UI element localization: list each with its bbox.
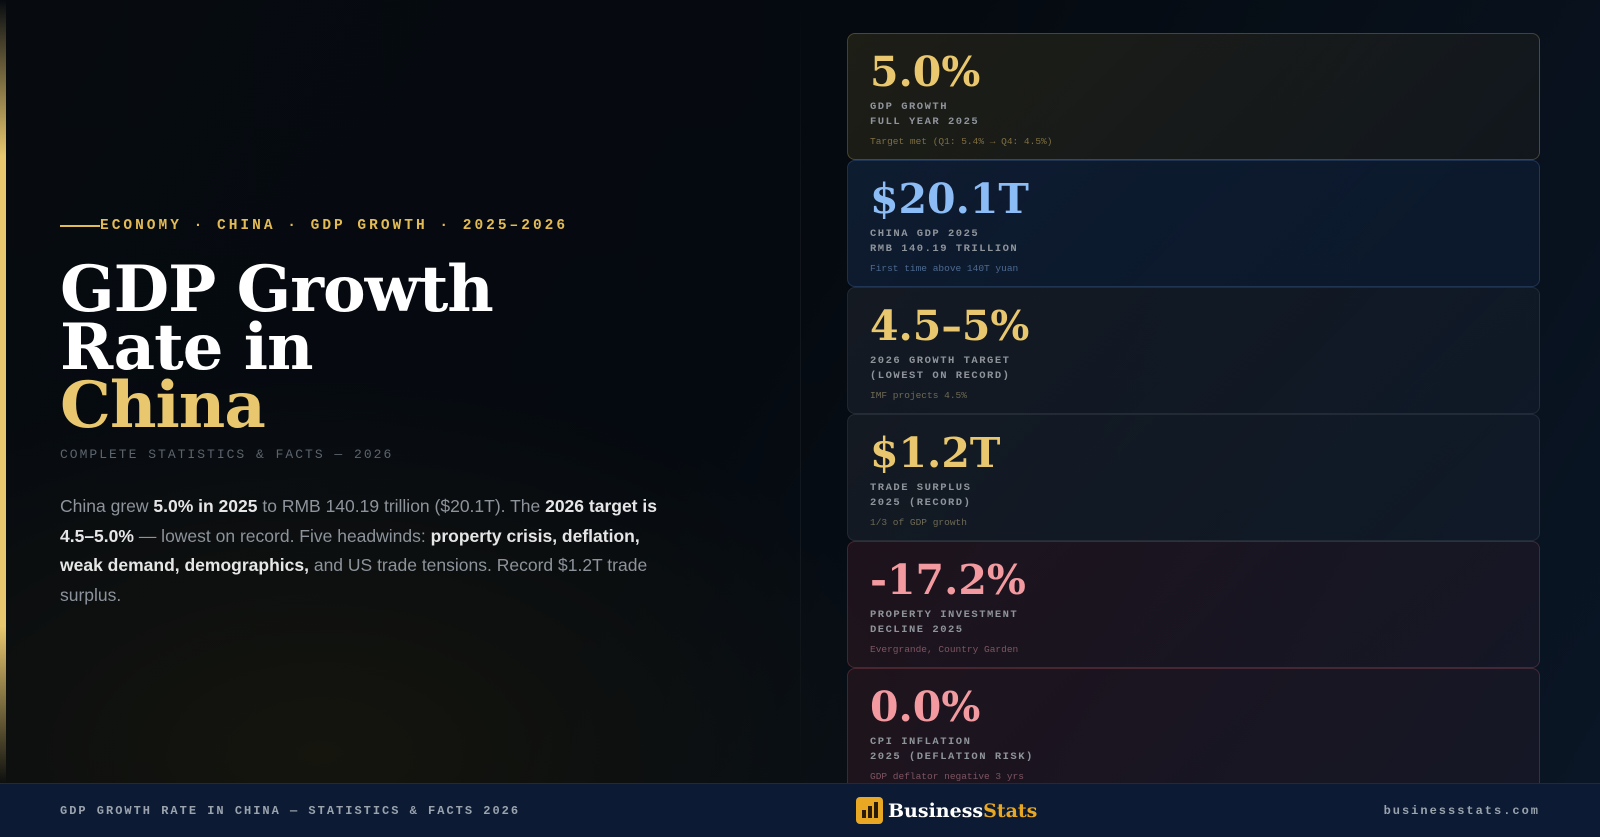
title-line-2: Rate in bbox=[60, 310, 314, 385]
footer-title: GDP GROWTH RATE IN CHINA — STATISTICS & … bbox=[60, 804, 521, 818]
stat-value: 4.5–5% bbox=[870, 302, 1030, 350]
stat-label-line-1: 2026 GROWTH TARGET bbox=[870, 355, 1011, 367]
stat-label: 2026 GROWTH TARGET (LOWEST ON RECORD) bbox=[870, 354, 1539, 384]
stat-value: 0.0% bbox=[870, 683, 981, 731]
brand-logo[interactable]: BusinessStats bbox=[856, 797, 1037, 824]
title-highlight: China bbox=[60, 368, 266, 443]
eyebrow: ECONOMY · CHINA · GDP GROWTH · 2025–2026 bbox=[60, 218, 660, 234]
stat-card-cpi-inflation: 0.0% CPI INFLATION 2025 (DEFLATION RISK)… bbox=[847, 668, 1540, 795]
hero-section: ECONOMY · CHINA · GDP GROWTH · 2025–2026… bbox=[60, 218, 660, 610]
stat-value: $20.1T bbox=[870, 175, 1029, 223]
vertical-divider bbox=[800, 0, 801, 783]
stat-label-line-1: GDP GROWTH bbox=[870, 101, 949, 113]
stat-label-line-2: DECLINE 2025 bbox=[870, 624, 964, 636]
stat-note: GDP deflator negative 3 yrs bbox=[870, 771, 1024, 782]
brand-name: BusinessStats bbox=[888, 800, 1037, 822]
description: China grew 5.0% in 2025 to RMB 140.19 tr… bbox=[60, 492, 660, 610]
desc-bold-3: property crisis, deflation, weak demand,… bbox=[60, 525, 640, 576]
accent-bar bbox=[0, 0, 6, 783]
stat-card-gdp-growth: 5.0% GDP GROWTH FULL YEAR 2025 Target me… bbox=[847, 33, 1540, 160]
desc-bold-1: 5.0% in 2025 bbox=[153, 496, 258, 516]
stat-value: $1.2T bbox=[870, 429, 1001, 477]
stat-cards: 5.0% GDP GROWTH FULL YEAR 2025 Target me… bbox=[847, 33, 1540, 795]
subtitle: COMPLETE STATISTICS & FACTS — 2026 bbox=[60, 447, 394, 462]
eyebrow-text: ECONOMY · CHINA · GDP GROWTH · 2025–2026 bbox=[100, 218, 569, 234]
bar-chart-icon bbox=[856, 797, 883, 824]
stat-label-line-1: CPI INFLATION bbox=[870, 736, 972, 748]
stat-label-line-2: RMB 140.19 TRILLION bbox=[870, 243, 1019, 255]
stat-label-line-1: TRADE SURPLUS bbox=[870, 482, 972, 494]
stat-label-line-2: (LOWEST ON RECORD) bbox=[870, 370, 1011, 382]
brand-name-1: Business bbox=[888, 799, 984, 822]
stat-card-property-investment: -17.2% PROPERTY INVESTMENT DECLINE 2025 … bbox=[847, 541, 1540, 668]
stat-card-china-gdp: $20.1T CHINA GDP 2025 RMB 140.19 TRILLIO… bbox=[847, 160, 1540, 287]
stat-label-line-1: PROPERTY INVESTMENT bbox=[870, 609, 1019, 621]
stat-note: IMF projects 4.5% bbox=[870, 390, 967, 401]
stat-note: 1/3 of GDP growth bbox=[870, 517, 967, 528]
stat-note: Evergrande, Country Garden bbox=[870, 644, 1019, 655]
brand-name-2: Stats bbox=[983, 799, 1038, 822]
stat-label-line-2: 2025 (DEFLATION RISK) bbox=[870, 751, 1034, 763]
stat-label: GDP GROWTH FULL YEAR 2025 bbox=[870, 100, 1539, 130]
stat-card-growth-target: 4.5–5% 2026 GROWTH TARGET (LOWEST ON REC… bbox=[847, 287, 1540, 414]
stat-label: TRADE SURPLUS 2025 (RECORD) bbox=[870, 481, 1539, 511]
title-line-1: GDP Growth bbox=[60, 252, 494, 327]
page-title: GDP Growth Rate in China bbox=[60, 258, 660, 438]
stat-value: -17.2% bbox=[870, 556, 1026, 604]
stat-label: PROPERTY INVESTMENT DECLINE 2025 bbox=[870, 608, 1539, 638]
stat-label-line-2: FULL YEAR 2025 bbox=[870, 116, 980, 128]
eyebrow-line bbox=[60, 225, 100, 227]
stat-label-line-1: CHINA GDP 2025 bbox=[870, 228, 980, 240]
desc-text-1: China grew bbox=[60, 496, 154, 516]
stat-note: Target met (Q1: 5.4% → Q4: 4.5%) bbox=[870, 136, 1053, 147]
desc-bold-2: 2026 target is 4.5–5.0% bbox=[60, 496, 657, 546]
stat-note: First time above 140T yuan bbox=[870, 263, 1019, 274]
desc-text-4: and US trade tensions. Record $1.2T trad… bbox=[60, 555, 648, 605]
footer: GDP GROWTH RATE IN CHINA — STATISTICS & … bbox=[0, 783, 1600, 837]
footer-url-link[interactable]: businessstats.com bbox=[1383, 804, 1540, 818]
stat-label: CHINA GDP 2025 RMB 140.19 TRILLION bbox=[870, 227, 1539, 257]
desc-text-3: — lowest on record. Five headwinds: bbox=[133, 525, 431, 546]
desc-text-2: to RMB 140.19 trillion ($20.1T). The bbox=[257, 496, 546, 516]
stat-label: CPI INFLATION 2025 (DEFLATION RISK) bbox=[870, 735, 1539, 765]
stat-label-line-2: 2025 (RECORD) bbox=[870, 497, 972, 509]
stat-value: 5.0% bbox=[870, 48, 981, 96]
stat-card-trade-surplus: $1.2T TRADE SURPLUS 2025 (RECORD) 1/3 of… bbox=[847, 414, 1540, 541]
